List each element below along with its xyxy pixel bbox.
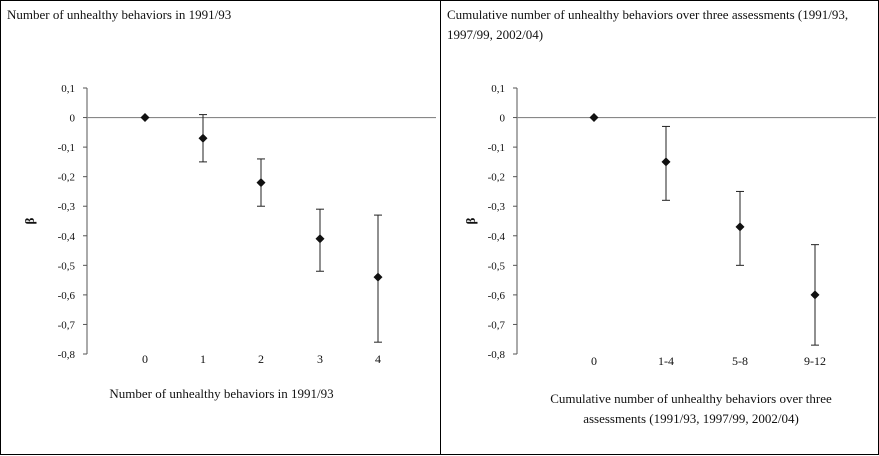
x-tick-label-left: 3 (317, 352, 323, 366)
y-tick-label-left: -0,3 (58, 201, 76, 213)
data-point-right (661, 157, 671, 167)
y-tick-label-right: 0 (500, 113, 506, 125)
y-tick-label-right: -0,7 (488, 319, 506, 331)
data-point-left (140, 113, 150, 123)
x-tick-label-right: 1-4 (658, 354, 674, 368)
y-axis-label-right: β (463, 217, 478, 224)
data-point-right (735, 222, 745, 232)
y-tick-label-right: -0,8 (488, 349, 506, 361)
x-tick-label-left: 2 (258, 352, 264, 366)
y-tick-label-left: -0,1 (58, 142, 75, 154)
data-point-left (256, 178, 266, 188)
chart-title-left: Number of unhealthy behaviors in 1991/93 (7, 7, 232, 22)
data-point-right (810, 290, 820, 300)
y-tick-label-left: -0,7 (58, 319, 76, 331)
y-tick-label-left: 0 (70, 113, 76, 125)
x-axis-label-right: Cumulative number of unhealthy behaviors… (550, 391, 832, 426)
x-tick-label-right: 9-12 (804, 354, 826, 368)
data-point-left (198, 133, 208, 143)
y-tick-label-left: -0,8 (58, 349, 76, 361)
y-tick-label-left: -0,2 (58, 172, 75, 184)
y-tick-label-left: -0,4 (58, 231, 76, 243)
y-tick-label-right: -0,1 (488, 142, 505, 154)
y-tick-label-right: -0,6 (488, 290, 506, 302)
y-tick-label-left: -0,5 (58, 260, 76, 272)
x-tick-label-right: 0 (591, 354, 597, 368)
x-tick-label-left: 0 (142, 352, 148, 366)
y-tick-label-right: -0,5 (488, 260, 506, 272)
x-tick-label-left: 1 (200, 352, 206, 366)
y-axis-label-left: β (22, 217, 37, 224)
y-tick-label-right: -0,2 (488, 172, 505, 184)
y-tick-label-right: 0,1 (491, 83, 505, 95)
chart-panel-left: Number of unhealthy behaviors in 1991/93… (0, 0, 441, 455)
x-axis-label-left: Number of unhealthy behaviors in 1991/93 (109, 386, 334, 401)
y-tick-label-right: -0,4 (488, 231, 506, 243)
y-tick-label-right: -0,3 (488, 201, 506, 213)
data-point-left (373, 272, 383, 282)
chart-title-right: Cumulative number of unhealthy behaviors… (447, 7, 849, 42)
y-tick-label-left: -0,6 (58, 290, 76, 302)
data-point-left (315, 234, 325, 244)
data-point-right (589, 113, 599, 123)
x-tick-label-left: 4 (375, 352, 381, 366)
x-tick-label-right: 5-8 (732, 354, 748, 368)
y-tick-label-left: 0,1 (61, 83, 75, 95)
